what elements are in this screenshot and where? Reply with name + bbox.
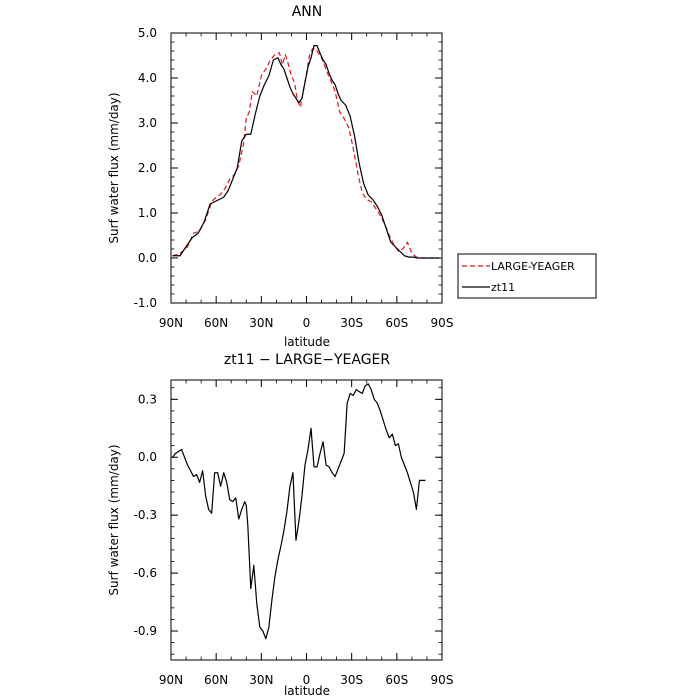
- bottom-chart-x-tick-labels: 90N 60N 30N 0 30S 60S 90S: [159, 673, 454, 687]
- y-tick-label: 5.0: [138, 26, 157, 40]
- bottom-chart-ticks: [170, 380, 443, 660]
- y-tick-label: -0.3: [134, 508, 157, 522]
- top-chart-title: ANN: [292, 4, 323, 20]
- x-tick-label: 90N: [159, 316, 183, 330]
- x-tick-label: 30N: [249, 316, 273, 330]
- x-tick-label: 0: [303, 316, 311, 330]
- series-line-difference: [172, 383, 426, 640]
- bottom-chart: zt11 − LARGE−YEAGER -0.9 -0.6 -0.3 0.0 0.3 9…: [107, 352, 453, 698]
- y-tick-label: 0.3: [138, 392, 157, 406]
- x-tick-label: 30S: [340, 673, 363, 687]
- bottom-chart-series: [172, 383, 426, 640]
- y-tick-label: 0.0: [138, 450, 157, 464]
- top-chart-x-tick-labels: 90N 60N 30N 0 30S 60S 90S: [159, 316, 454, 330]
- x-tick-label: 90S: [431, 673, 454, 687]
- bottom-chart-plot-frame: [170, 379, 443, 661]
- series-line-large-yeager: [172, 48, 439, 259]
- y-tick-label: 2.0: [138, 161, 157, 175]
- legend-label-zt11: zt11: [491, 281, 515, 294]
- x-tick-label: 60S: [385, 673, 408, 687]
- x-tick-label: 90S: [431, 316, 454, 330]
- y-tick-label: 4.0: [138, 71, 157, 85]
- bottom-chart-title: zt11 − LARGE−YEAGER: [224, 352, 391, 368]
- bottom-chart-x-axis-label: latitude: [284, 684, 330, 698]
- bottom-chart-y-axis-label: Surf water flux (mm/day): [107, 444, 121, 595]
- series-line-zt11: [172, 44, 439, 259]
- x-tick-label: 60S: [385, 316, 408, 330]
- legend-label-large-yeager: LARGE-YEAGER: [491, 260, 575, 273]
- x-tick-label: 30S: [340, 316, 363, 330]
- x-tick-label: 90N: [159, 673, 183, 687]
- x-tick-label: 30N: [249, 673, 273, 687]
- y-tick-label: 1.0: [138, 206, 157, 220]
- y-tick-label: -1.0: [134, 296, 157, 310]
- y-tick-label: -0.6: [134, 566, 157, 580]
- x-tick-label: 60N: [204, 316, 228, 330]
- y-tick-label: 3.0: [138, 116, 157, 130]
- legend-box: [457, 253, 597, 299]
- legend: LARGE-YEAGER zt11: [457, 253, 597, 299]
- x-tick-label: 0: [303, 673, 311, 687]
- x-tick-label: 60N: [204, 673, 228, 687]
- y-tick-label: 0.0: [138, 251, 157, 265]
- top-chart-series: [172, 44, 439, 259]
- top-chart-y-axis-label: Surf water flux (mm/day): [107, 92, 121, 243]
- top-chart: ANN -1.0 0.0 1.0 2.0 3.0 4.0 5.0 90N 60N 30N 0 30S…: [107, 4, 597, 349]
- bottom-chart-y-tick-labels: -0.9 -0.6 -0.3 0.0 0.3: [134, 392, 157, 638]
- top-chart-y-tick-labels: -1.0 0.0 1.0 2.0 3.0 4.0 5.0: [134, 26, 157, 310]
- top-chart-x-axis-label: latitude: [284, 335, 330, 349]
- y-tick-label: -0.9: [134, 624, 157, 638]
